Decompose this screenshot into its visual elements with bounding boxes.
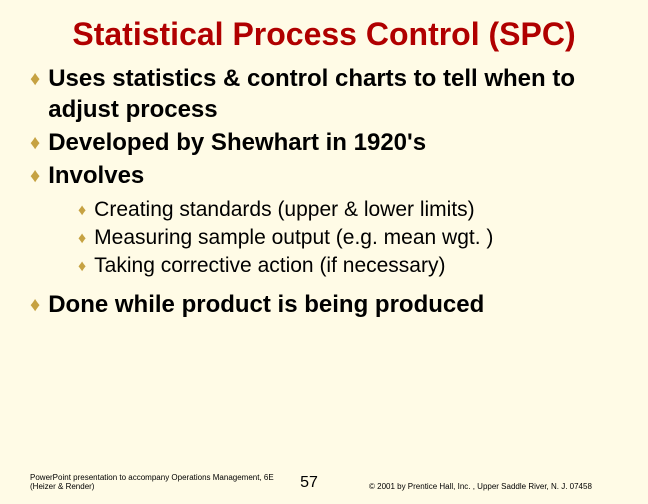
footer-right: © 2001 by Prentice Hall, Inc. , Upper Sa… — [339, 482, 618, 492]
list-item: ♦ Involves — [30, 160, 618, 191]
footer-left: PowerPoint presentation to accompany Ope… — [30, 473, 279, 492]
sub-list-item: ♦ Taking corrective action (if necessary… — [78, 252, 618, 280]
diamond-icon: ♦ — [78, 252, 86, 280]
list-item: ♦ Done while product is being produced — [30, 289, 618, 320]
list-item-text: Developed by Shewhart in 1920's — [48, 127, 618, 158]
sub-list: ♦ Creating standards (upper & lower limi… — [30, 196, 618, 281]
sub-list-item: ♦ Measuring sample output (e.g. mean wgt… — [78, 224, 618, 252]
diamond-icon: ♦ — [30, 127, 40, 158]
slide-footer: PowerPoint presentation to accompany Ope… — [0, 473, 648, 492]
list-item-text: Done while product is being produced — [48, 289, 618, 320]
bullet-list: ♦ Uses statistics & control charts to te… — [30, 63, 618, 320]
diamond-icon: ♦ — [78, 196, 86, 224]
sub-list-item-text: Measuring sample output (e.g. mean wgt. … — [94, 224, 493, 252]
sub-list-item-text: Creating standards (upper & lower limits… — [94, 196, 474, 224]
diamond-icon: ♦ — [30, 289, 40, 320]
slide-number: 57 — [279, 474, 339, 492]
diamond-icon: ♦ — [30, 160, 40, 191]
diamond-icon: ♦ — [78, 224, 86, 252]
list-item-text: Involves — [48, 160, 618, 191]
sub-list-item-text: Taking corrective action (if necessary) — [94, 252, 445, 280]
slide-title: Statistical Process Control (SPC) — [30, 16, 618, 53]
list-item: ♦ Developed by Shewhart in 1920's — [30, 127, 618, 158]
diamond-icon: ♦ — [30, 63, 40, 125]
list-item-text: Uses statistics & control charts to tell… — [48, 63, 618, 125]
list-item: ♦ Uses statistics & control charts to te… — [30, 63, 618, 125]
sub-list-item: ♦ Creating standards (upper & lower limi… — [78, 196, 618, 224]
